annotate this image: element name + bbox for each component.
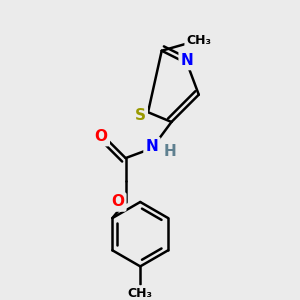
Text: N: N [146, 139, 158, 154]
Text: H: H [163, 144, 176, 159]
Text: CH₃: CH₃ [186, 34, 211, 47]
Text: N: N [181, 53, 194, 68]
Text: CH₃: CH₃ [128, 287, 153, 300]
Text: S: S [135, 108, 146, 123]
Text: O: O [95, 129, 108, 144]
Text: O: O [111, 194, 124, 209]
